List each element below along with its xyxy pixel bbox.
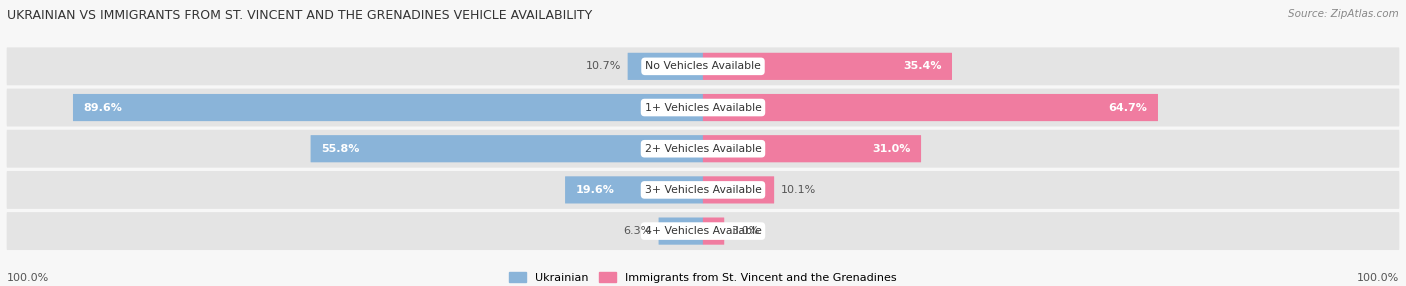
Text: 3.0%: 3.0% bbox=[731, 226, 759, 236]
FancyBboxPatch shape bbox=[311, 135, 703, 162]
Text: 10.7%: 10.7% bbox=[585, 61, 621, 71]
FancyBboxPatch shape bbox=[703, 176, 775, 204]
FancyBboxPatch shape bbox=[627, 53, 703, 80]
Text: 31.0%: 31.0% bbox=[872, 144, 911, 154]
FancyBboxPatch shape bbox=[73, 94, 703, 121]
Text: 3+ Vehicles Available: 3+ Vehicles Available bbox=[644, 185, 762, 195]
Text: 10.1%: 10.1% bbox=[782, 185, 817, 195]
FancyBboxPatch shape bbox=[7, 171, 1399, 209]
Text: 100.0%: 100.0% bbox=[1357, 273, 1399, 283]
FancyBboxPatch shape bbox=[7, 212, 1399, 250]
FancyBboxPatch shape bbox=[703, 217, 724, 245]
Text: 1+ Vehicles Available: 1+ Vehicles Available bbox=[644, 103, 762, 112]
FancyBboxPatch shape bbox=[7, 89, 1399, 126]
Text: 19.6%: 19.6% bbox=[576, 185, 614, 195]
Text: UKRAINIAN VS IMMIGRANTS FROM ST. VINCENT AND THE GRENADINES VEHICLE AVAILABILITY: UKRAINIAN VS IMMIGRANTS FROM ST. VINCENT… bbox=[7, 9, 592, 21]
FancyBboxPatch shape bbox=[703, 53, 952, 80]
Legend: Ukrainian, Immigrants from St. Vincent and the Grenadines: Ukrainian, Immigrants from St. Vincent a… bbox=[509, 272, 897, 283]
Text: Source: ZipAtlas.com: Source: ZipAtlas.com bbox=[1288, 9, 1399, 19]
FancyBboxPatch shape bbox=[7, 47, 1399, 85]
FancyBboxPatch shape bbox=[703, 94, 1159, 121]
FancyBboxPatch shape bbox=[703, 135, 921, 162]
Text: 55.8%: 55.8% bbox=[321, 144, 360, 154]
FancyBboxPatch shape bbox=[565, 176, 703, 204]
Text: No Vehicles Available: No Vehicles Available bbox=[645, 61, 761, 71]
Text: 89.6%: 89.6% bbox=[84, 103, 122, 112]
Text: 2+ Vehicles Available: 2+ Vehicles Available bbox=[644, 144, 762, 154]
FancyBboxPatch shape bbox=[7, 130, 1399, 168]
FancyBboxPatch shape bbox=[658, 217, 703, 245]
Text: 64.7%: 64.7% bbox=[1108, 103, 1147, 112]
Text: 35.4%: 35.4% bbox=[903, 61, 942, 71]
Text: 4+ Vehicles Available: 4+ Vehicles Available bbox=[644, 226, 762, 236]
Text: 6.3%: 6.3% bbox=[623, 226, 652, 236]
Text: 100.0%: 100.0% bbox=[7, 273, 49, 283]
